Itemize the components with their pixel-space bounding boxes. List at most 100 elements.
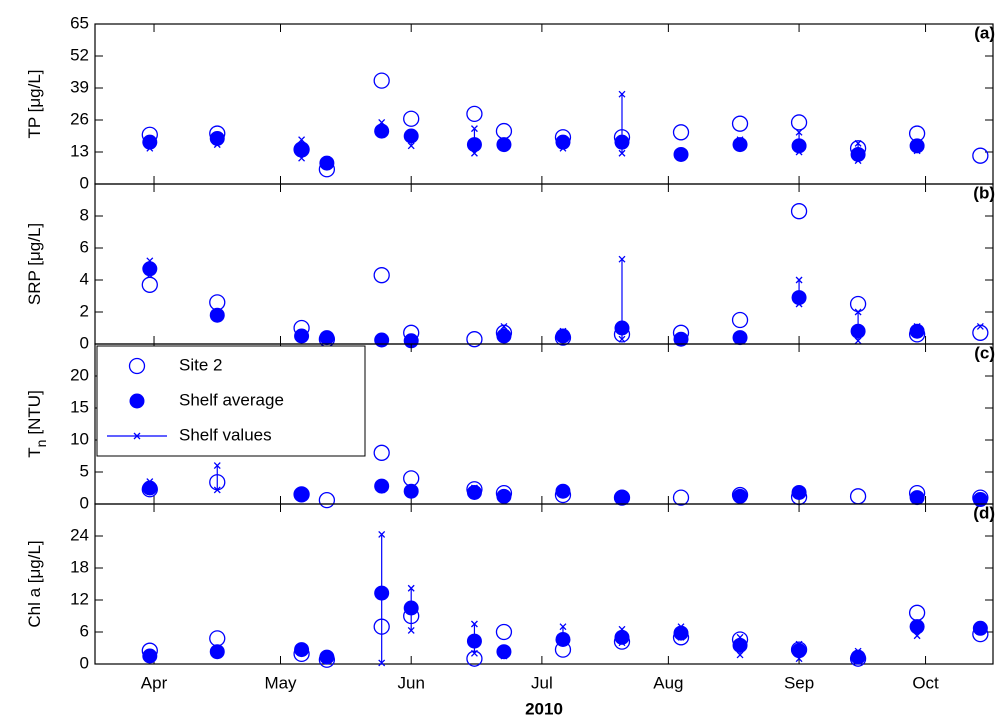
y-tick-label: 2 xyxy=(80,301,89,320)
legend-label: Site 2 xyxy=(179,355,222,374)
shelf-value xyxy=(736,651,744,659)
site-point xyxy=(209,630,226,647)
site-point xyxy=(466,105,483,122)
site-point xyxy=(972,489,989,506)
site-point xyxy=(790,203,808,220)
shelf-value xyxy=(795,276,803,284)
site-point xyxy=(495,324,513,341)
legend-symbol xyxy=(128,357,146,375)
y-tick-label: 39 xyxy=(70,77,89,96)
shelf-value xyxy=(618,149,626,157)
average-point xyxy=(403,483,419,499)
panel-label: (b) xyxy=(973,183,995,202)
average-point xyxy=(732,137,748,153)
average-point xyxy=(732,330,748,346)
site-point xyxy=(554,329,572,346)
y-tick-label: 65 xyxy=(70,13,89,32)
site-point xyxy=(672,324,690,341)
average-point xyxy=(319,330,335,346)
site-point xyxy=(466,650,483,667)
y-axis-label: TP [μg/L] xyxy=(25,69,44,138)
x-tick-label: Oct xyxy=(912,673,939,692)
average-point xyxy=(850,146,866,162)
y-axis-label: SRP [μg/L] xyxy=(25,223,44,305)
site-point xyxy=(466,481,483,498)
y-tick-label: 5 xyxy=(80,461,89,480)
shelf-value xyxy=(407,584,415,592)
average-point xyxy=(209,644,225,660)
average-point xyxy=(614,320,630,336)
site-point xyxy=(731,486,749,504)
legend-label: Shelf values xyxy=(179,425,272,444)
average-point xyxy=(555,328,571,344)
shelf-value xyxy=(618,255,626,263)
y-axis-label-part: n xyxy=(33,440,49,448)
average-point xyxy=(972,620,988,636)
legend-symbol xyxy=(133,432,141,440)
site-point xyxy=(293,141,310,158)
average-point xyxy=(909,138,925,154)
y-tick-label: 20 xyxy=(70,365,89,384)
x-tick-label: Jul xyxy=(531,673,553,692)
site-point xyxy=(849,488,867,505)
shelf-value xyxy=(213,462,221,470)
x-tick-label: Jun xyxy=(397,673,424,692)
site-point xyxy=(972,147,989,164)
average-point xyxy=(555,134,571,150)
site-point xyxy=(209,125,226,142)
y-tick-label: 15 xyxy=(70,397,89,416)
x-tick-label: Sep xyxy=(784,673,814,692)
site-point xyxy=(403,110,420,127)
y-axis-label-part: TP [μg/L] xyxy=(25,69,44,138)
site-point xyxy=(849,140,867,157)
shelf-value xyxy=(470,620,478,628)
average-point xyxy=(614,629,630,645)
y-tick-label: 0 xyxy=(80,173,89,192)
site-point xyxy=(908,484,926,502)
shelf-value xyxy=(470,125,478,133)
plot-frame xyxy=(94,503,994,665)
site-point xyxy=(141,276,158,293)
site-point xyxy=(908,125,926,142)
average-point xyxy=(374,332,390,348)
average-point xyxy=(496,488,512,504)
legend-symbol xyxy=(129,393,145,409)
average-point xyxy=(791,484,807,500)
y-axis-label-part: Chl a [μg/L] xyxy=(25,540,44,627)
site-point xyxy=(495,122,513,140)
average-point xyxy=(972,492,988,508)
average-point xyxy=(496,137,512,153)
average-point xyxy=(209,307,225,323)
y-axis-label-part: SRP [μg/L] xyxy=(25,223,44,305)
average-point xyxy=(850,649,866,665)
average-point xyxy=(294,486,310,502)
site-point xyxy=(672,489,690,506)
average-point xyxy=(496,328,512,344)
shelf-value xyxy=(559,623,567,631)
site-point xyxy=(141,642,158,659)
site-point xyxy=(373,444,390,461)
site-point xyxy=(403,470,420,487)
site-point xyxy=(373,72,390,89)
average-point xyxy=(294,642,310,658)
y-tick-label: 24 xyxy=(70,525,89,544)
site-point xyxy=(209,294,226,311)
site-point xyxy=(613,129,631,146)
site-point xyxy=(141,126,158,143)
site-point xyxy=(613,326,631,343)
y-tick-label: 52 xyxy=(70,45,89,64)
average-point xyxy=(142,648,158,664)
average-point xyxy=(319,155,335,171)
average-point xyxy=(909,619,925,635)
site-point xyxy=(318,651,336,668)
y-tick-label: 8 xyxy=(80,205,89,224)
site-point xyxy=(554,129,572,146)
site-point xyxy=(495,623,513,641)
shelf-value xyxy=(378,530,386,538)
y-axis-label: Tn [NTU] xyxy=(25,390,48,458)
average-point xyxy=(732,488,748,504)
average-point xyxy=(466,633,482,649)
site-point xyxy=(731,311,749,329)
legend-label: Shelf average xyxy=(179,390,284,409)
panel-label: (c) xyxy=(974,343,995,362)
